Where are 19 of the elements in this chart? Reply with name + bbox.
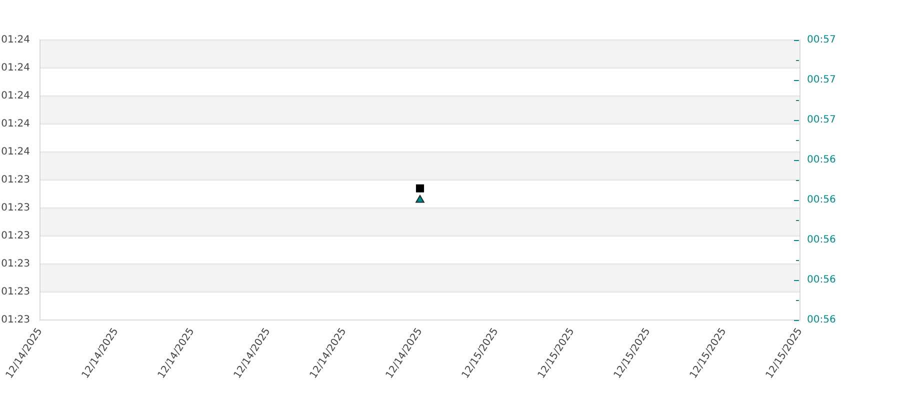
y2-tick-label: 00:56 bbox=[807, 194, 836, 206]
y2-tick-label: 00:56 bbox=[807, 314, 836, 326]
y-tick-label: 01:23 bbox=[1, 230, 30, 242]
y2-tick-label: 00:56 bbox=[807, 234, 836, 246]
y-tick-label: 01:23 bbox=[1, 258, 30, 270]
y-tick-label: 01:23 bbox=[1, 314, 30, 326]
y2-tick-label: 00:56 bbox=[807, 274, 836, 286]
y2-tick-label: 00:57 bbox=[807, 114, 836, 126]
y-tick-label: 01:24 bbox=[1, 90, 30, 102]
y-tick-label: 01:24 bbox=[1, 62, 30, 74]
y2-tick-label: 00:56 bbox=[807, 154, 836, 166]
y-tick-label: 01:24 bbox=[1, 34, 30, 46]
y-tick-label: 01:24 bbox=[1, 118, 30, 130]
y-tick-label: 01:24 bbox=[1, 146, 30, 158]
y-tick-label: 01:23 bbox=[1, 202, 30, 214]
y2-tick-label: 00:57 bbox=[807, 34, 836, 46]
y-tick-label: 01:23 bbox=[1, 286, 30, 298]
y2-tick-label: 00:57 bbox=[807, 74, 836, 86]
y-tick-label: 01:23 bbox=[1, 174, 30, 186]
